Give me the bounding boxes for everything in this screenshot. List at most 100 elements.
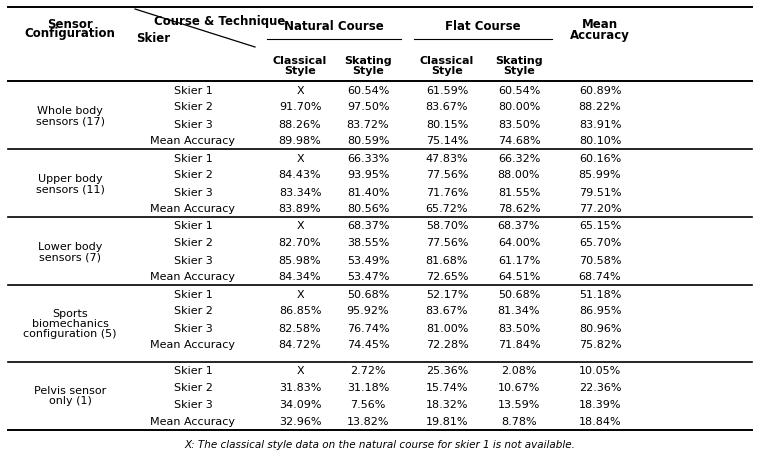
Text: 10.67%: 10.67% (498, 382, 540, 392)
Text: 50.68%: 50.68% (498, 289, 540, 299)
Text: 68.37%: 68.37% (347, 221, 389, 231)
Text: 60.16%: 60.16% (579, 153, 621, 163)
Text: 82.70%: 82.70% (279, 238, 321, 248)
Text: 18.84%: 18.84% (578, 416, 622, 426)
Text: 71.84%: 71.84% (498, 340, 540, 350)
Text: 13.82%: 13.82% (347, 416, 389, 426)
Text: 32.96%: 32.96% (279, 416, 321, 426)
Text: 80.15%: 80.15% (426, 119, 468, 129)
Text: Mean Accuracy: Mean Accuracy (150, 416, 236, 426)
Text: Accuracy: Accuracy (570, 28, 630, 41)
Text: 15.74%: 15.74% (426, 382, 468, 392)
Text: Flat Course: Flat Course (445, 21, 521, 34)
Text: 75.14%: 75.14% (426, 136, 468, 146)
Text: 66.32%: 66.32% (498, 153, 540, 163)
Text: Skier 3: Skier 3 (173, 119, 212, 129)
Text: 72.65%: 72.65% (426, 272, 468, 282)
Text: Pelvis sensor: Pelvis sensor (34, 386, 106, 396)
Text: 83.50%: 83.50% (498, 323, 540, 333)
Text: 47.83%: 47.83% (426, 153, 468, 163)
Text: 7.56%: 7.56% (350, 399, 385, 409)
Text: only (1): only (1) (49, 396, 91, 406)
Text: 66.33%: 66.33% (347, 153, 389, 163)
Text: Skier 3: Skier 3 (173, 187, 212, 197)
Text: 95.92%: 95.92% (347, 306, 389, 316)
Text: Lower body: Lower body (38, 241, 102, 252)
Text: Skier 1: Skier 1 (173, 153, 212, 163)
Text: biomechanics: biomechanics (32, 319, 109, 329)
Text: 80.96%: 80.96% (579, 323, 621, 333)
Text: 83.50%: 83.50% (498, 119, 540, 129)
Text: 65.72%: 65.72% (426, 204, 468, 214)
Text: Classical: Classical (420, 56, 474, 66)
Text: 65.15%: 65.15% (579, 221, 621, 231)
Text: 80.00%: 80.00% (498, 102, 540, 112)
Text: 77.20%: 77.20% (578, 204, 622, 214)
Text: Skier 1: Skier 1 (173, 365, 212, 375)
Text: Skier 3: Skier 3 (173, 399, 212, 409)
Text: sensors (17): sensors (17) (36, 116, 104, 126)
Text: Upper body: Upper body (38, 174, 103, 184)
Text: Skier 1: Skier 1 (173, 289, 212, 299)
Text: Whole body: Whole body (37, 106, 103, 116)
Text: Configuration: Configuration (24, 28, 116, 40)
Text: 31.83%: 31.83% (279, 382, 321, 392)
Text: Style: Style (503, 66, 535, 76)
Text: Style: Style (352, 66, 384, 76)
Text: 84.43%: 84.43% (279, 170, 321, 180)
Text: 75.82%: 75.82% (578, 340, 622, 350)
Text: configuration (5): configuration (5) (24, 329, 117, 339)
Text: 86.95%: 86.95% (579, 306, 621, 316)
Text: 80.59%: 80.59% (347, 136, 389, 146)
Text: 18.32%: 18.32% (426, 399, 468, 409)
Text: 74.68%: 74.68% (498, 136, 540, 146)
Text: 8.78%: 8.78% (501, 416, 537, 426)
Text: 22.36%: 22.36% (579, 382, 621, 392)
Text: 81.40%: 81.40% (347, 187, 389, 197)
Text: 80.56%: 80.56% (347, 204, 389, 214)
Text: Skier 2: Skier 2 (173, 102, 213, 112)
Text: 88.26%: 88.26% (279, 119, 321, 129)
Text: Skier 1: Skier 1 (173, 221, 212, 231)
Text: Skier 2: Skier 2 (173, 382, 213, 392)
Text: Course & Technique: Course & Technique (154, 15, 286, 28)
Text: Classical: Classical (273, 56, 327, 66)
Text: 53.49%: 53.49% (347, 255, 389, 265)
Text: Skier 2: Skier 2 (173, 306, 213, 316)
Text: Skating: Skating (344, 56, 392, 66)
Text: 81.55%: 81.55% (498, 187, 540, 197)
Text: Skier 1: Skier 1 (173, 85, 212, 95)
Text: 52.17%: 52.17% (426, 289, 468, 299)
Text: 72.28%: 72.28% (426, 340, 468, 350)
Text: 65.70%: 65.70% (579, 238, 621, 248)
Text: Style: Style (284, 66, 316, 76)
Text: 74.45%: 74.45% (347, 340, 389, 350)
Text: 93.95%: 93.95% (347, 170, 389, 180)
Text: Sensor: Sensor (47, 17, 93, 30)
Text: 91.70%: 91.70% (279, 102, 321, 112)
Text: 79.51%: 79.51% (579, 187, 621, 197)
Text: 31.18%: 31.18% (347, 382, 389, 392)
Text: Skier 3: Skier 3 (173, 255, 212, 265)
Text: 82.58%: 82.58% (279, 323, 321, 333)
Text: Skier 2: Skier 2 (173, 170, 213, 180)
Text: Skier: Skier (136, 32, 170, 45)
Text: Sports: Sports (52, 308, 88, 319)
Text: X: X (296, 153, 304, 163)
Text: 81.34%: 81.34% (498, 306, 540, 316)
Text: Mean: Mean (582, 18, 618, 31)
Text: 83.67%: 83.67% (426, 102, 468, 112)
Text: 68.74%: 68.74% (578, 272, 622, 282)
Text: Mean Accuracy: Mean Accuracy (150, 340, 236, 350)
Text: 83.89%: 83.89% (279, 204, 321, 214)
Text: Natural Course: Natural Course (284, 21, 384, 34)
Text: Style: Style (431, 66, 463, 76)
Text: 80.10%: 80.10% (579, 136, 621, 146)
Text: 2.72%: 2.72% (350, 365, 386, 375)
Text: 78.62%: 78.62% (498, 204, 540, 214)
Text: 97.50%: 97.50% (347, 102, 389, 112)
Text: Mean Accuracy: Mean Accuracy (150, 272, 236, 282)
Text: 50.68%: 50.68% (347, 289, 389, 299)
Text: X: X (296, 85, 304, 95)
Text: 58.70%: 58.70% (426, 221, 468, 231)
